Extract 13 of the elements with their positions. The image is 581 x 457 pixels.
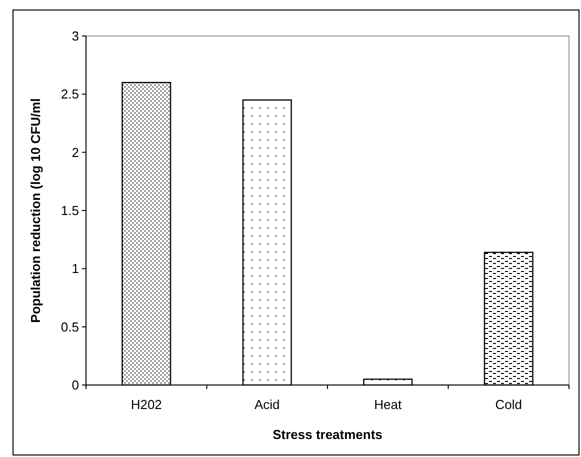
y-tick-label: 3 (72, 28, 79, 44)
y-tick-label: 0 (72, 378, 79, 393)
y-tick-label: 2 (72, 144, 79, 160)
x-tick-label: Cold (495, 397, 522, 412)
y-tick-label: 1 (72, 261, 79, 276)
x-axis-title: Stress treatments (272, 427, 382, 442)
x-tick-label: H202 (130, 397, 162, 412)
y-tick-label: 1.5 (60, 203, 79, 218)
x-tick-label: Heat (374, 397, 402, 412)
y-tick-label: 0.5 (60, 319, 79, 334)
y-tick-label: 2.5 (60, 86, 79, 102)
y-axis-title: Population reduction (log 10 CFU/ml (28, 98, 43, 323)
x-tick-label: Acid (254, 397, 280, 412)
